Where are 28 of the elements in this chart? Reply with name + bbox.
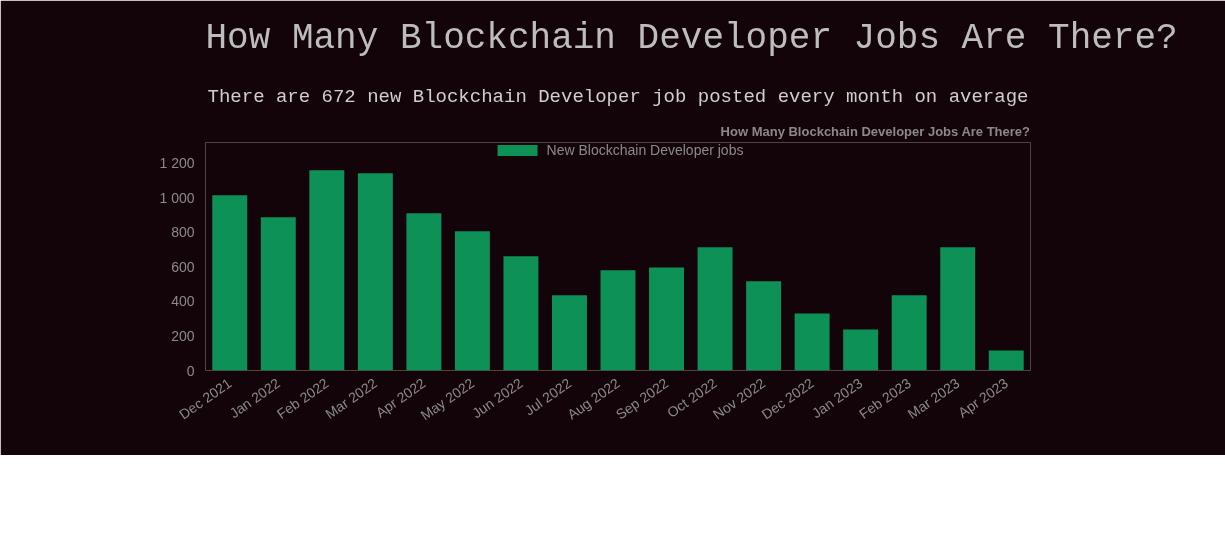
y-tick-label: 400 [171,293,195,310]
bar [552,295,587,371]
bar [940,247,976,371]
y-tick-label: 800 [171,224,195,241]
bar [212,195,248,371]
bar [697,247,733,371]
chart-title: How Many Blockchain Developer Jobs Are There? [205,17,1178,59]
y-tick-label: 1 200 [159,155,195,172]
text: How Many Blockchain Developer Jobs Are There? [720,123,1031,139]
bar [309,170,345,371]
bar [843,329,879,371]
bar [260,217,296,371]
bar [454,231,490,371]
bar [988,350,1024,371]
bar [746,281,782,371]
y-tick-label: 0 [186,362,195,379]
legend-label: New Blockchain Developer jobs [546,142,744,158]
chart-subtitle: There are 672 new Blockchain Developer job posted every month on average [207,85,1029,108]
y-tick-label: 1 000 [159,189,195,206]
bar [357,173,393,371]
y-tick-label: 600 [171,258,195,275]
bar [649,267,684,371]
bar [600,270,636,371]
y-tick-label: 200 [171,327,195,344]
bar [794,313,830,371]
bar [891,295,927,371]
bar [503,256,539,371]
bar [406,213,442,371]
